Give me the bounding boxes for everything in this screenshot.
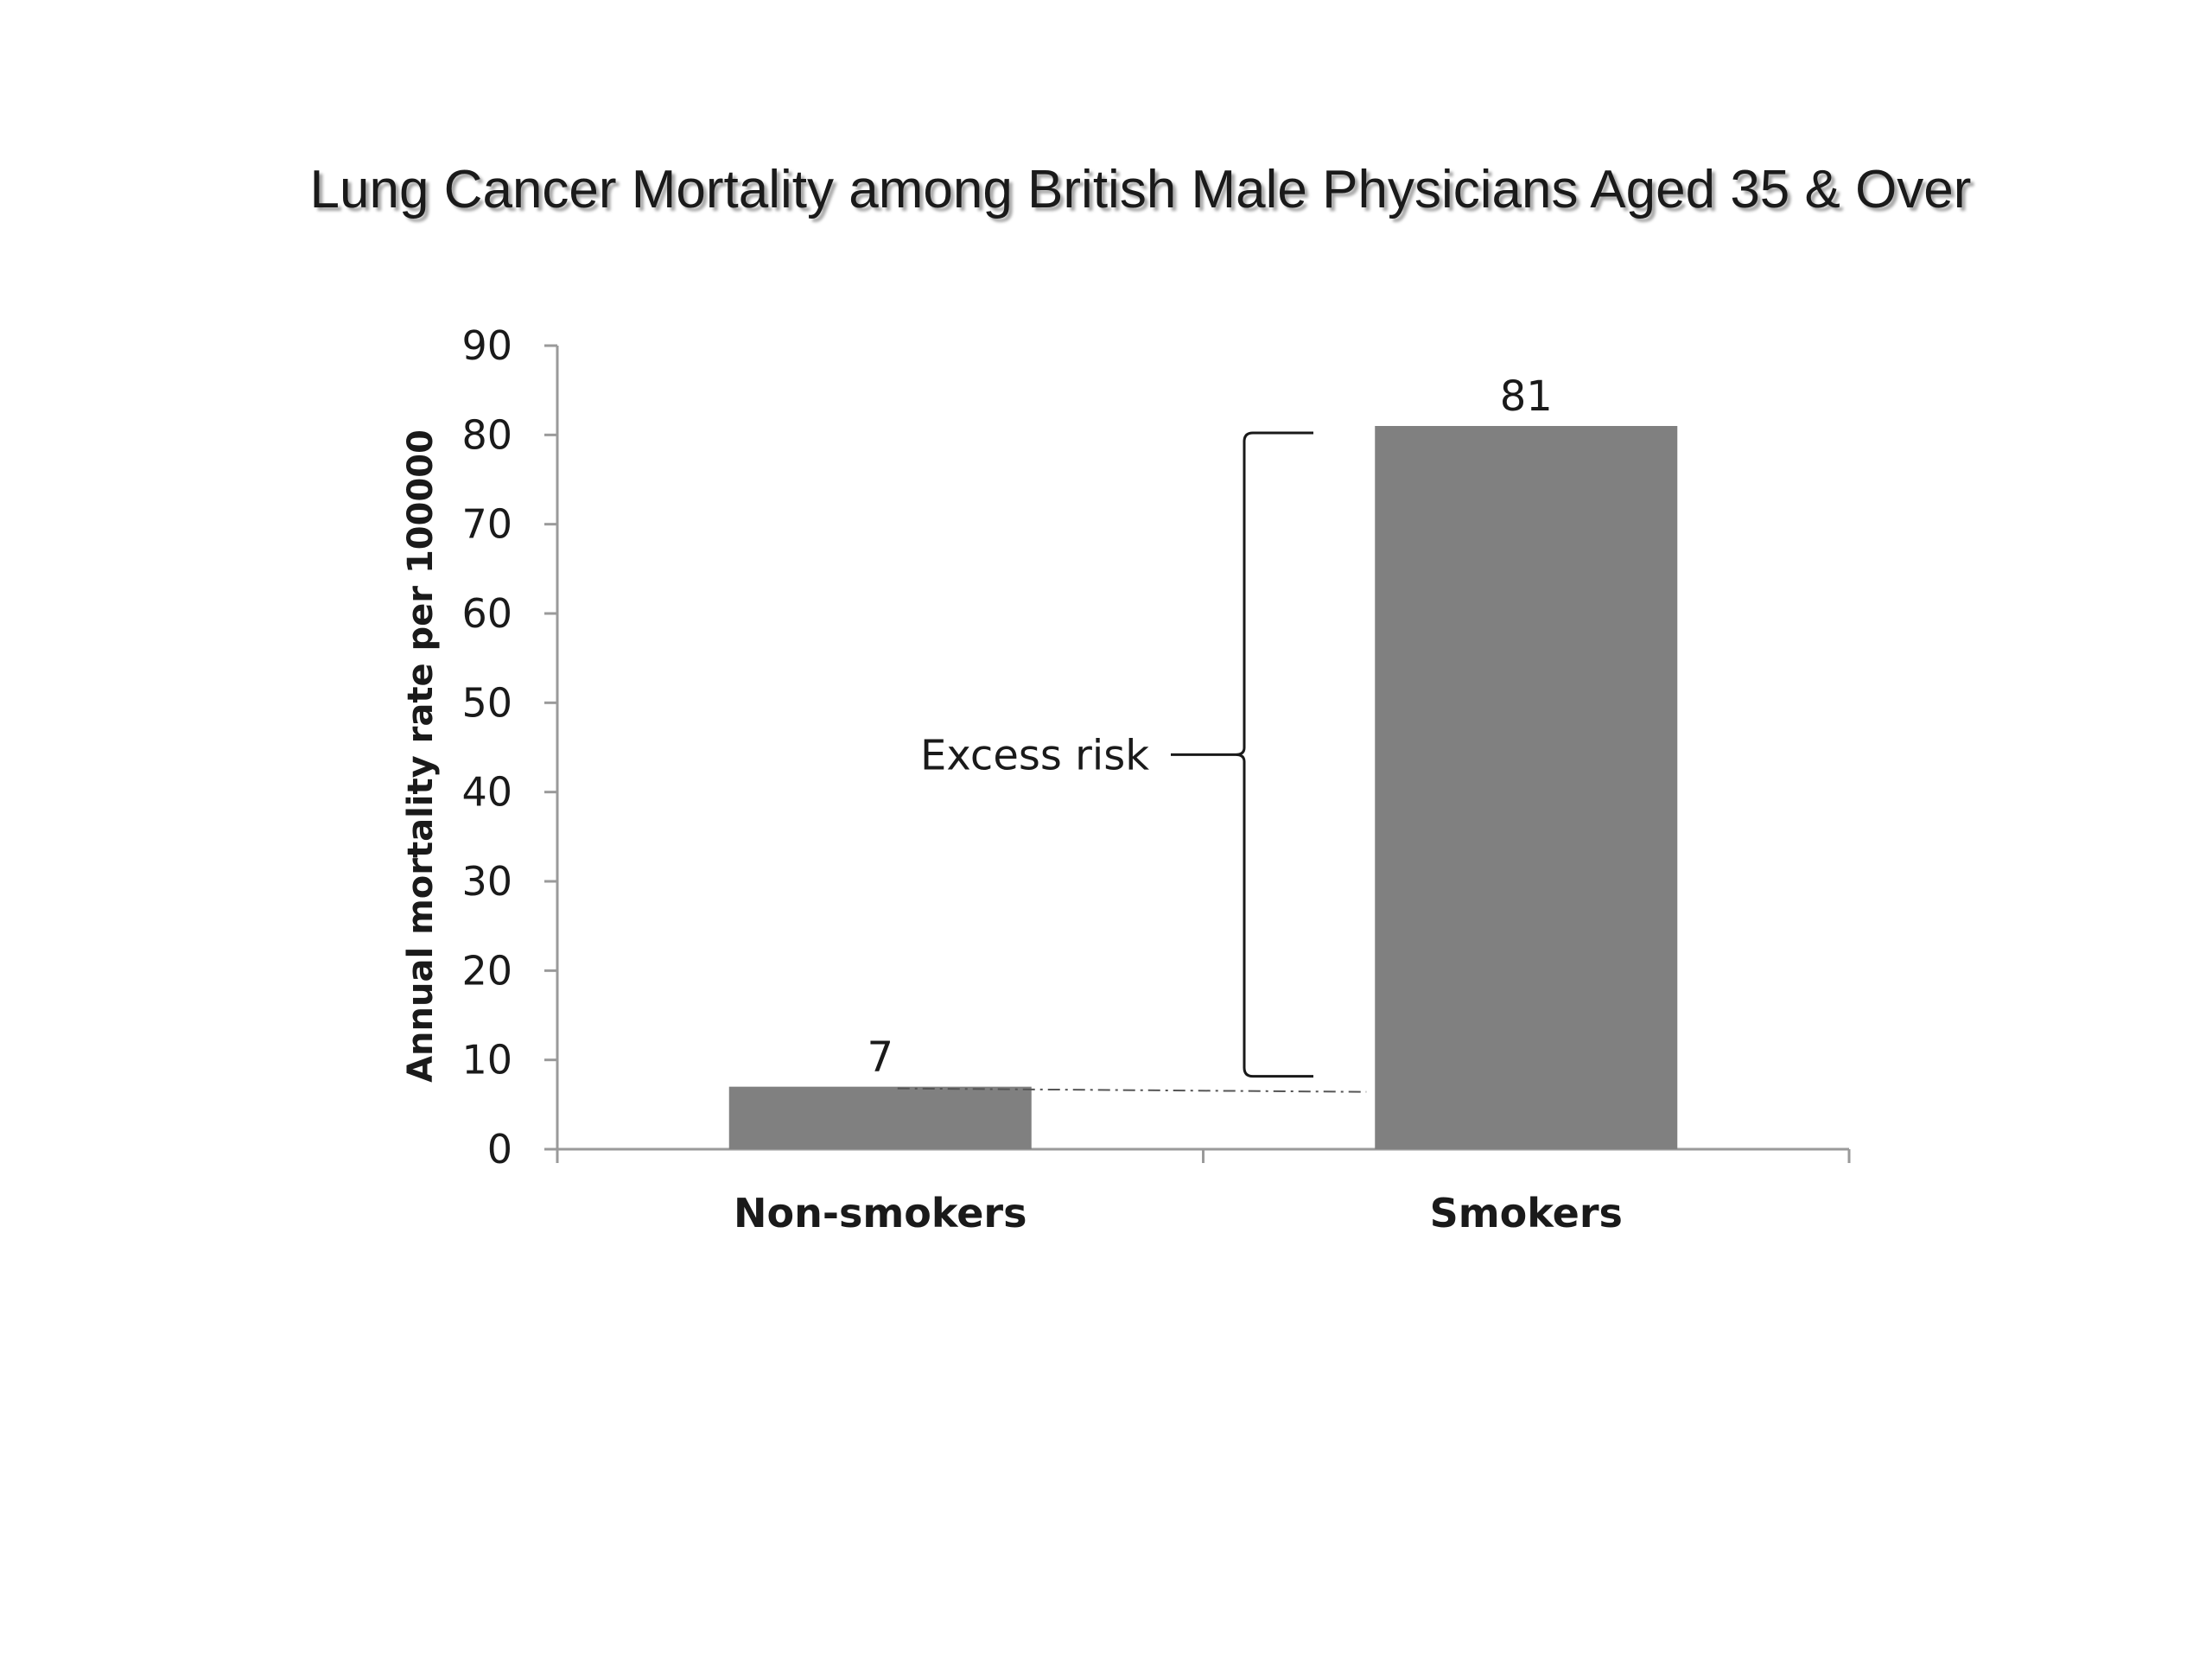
y-tick-label: 70 bbox=[461, 501, 512, 548]
y-tick-label: 30 bbox=[461, 858, 512, 905]
category-label: Smokers bbox=[1430, 1190, 1623, 1236]
annotation: Excess risk bbox=[897, 431, 1367, 1093]
y-tick-label: 40 bbox=[461, 769, 512, 816]
y-tick-label: 10 bbox=[461, 1037, 512, 1084]
excess-risk-label: Excess risk bbox=[920, 731, 1149, 779]
bar-non-smokers bbox=[728, 1086, 1032, 1149]
y-axis-title: Annual mortality rate per 100000 bbox=[401, 429, 441, 1083]
excess-risk-brace bbox=[1171, 431, 1313, 1078]
bar-smokers bbox=[1375, 426, 1678, 1149]
y-tick-label: 90 bbox=[461, 322, 512, 369]
y-tick-label: 0 bbox=[487, 1126, 512, 1173]
chart-title: Lung Cancer Mortality among British Male… bbox=[309, 160, 1972, 219]
category-label: Non-smokers bbox=[734, 1190, 1027, 1236]
bars bbox=[728, 426, 1678, 1149]
y-tick-label: 50 bbox=[461, 679, 512, 726]
labels: 0 10 20 30 40 50 60 70 80 90 7 Non-smokers 81 Smokers… bbox=[401, 322, 1623, 1236]
data-label: 81 bbox=[1500, 372, 1553, 421]
baseline-reference-line bbox=[897, 1087, 1367, 1093]
y-tick-label: 80 bbox=[461, 411, 512, 458]
y-tick-label: 20 bbox=[461, 947, 512, 994]
y-tick-label: 60 bbox=[461, 590, 512, 637]
data-label: 7 bbox=[867, 1033, 893, 1082]
